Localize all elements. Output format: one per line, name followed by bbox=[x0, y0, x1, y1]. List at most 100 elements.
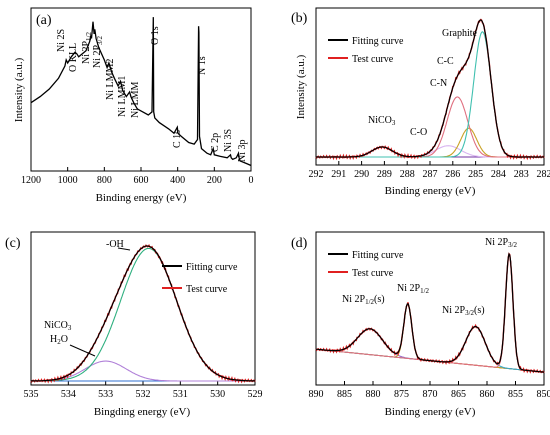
ann-o-1s: O 1s bbox=[150, 26, 161, 45]
x-tick-label-a-3: 600 bbox=[134, 175, 149, 186]
x-tick-label-d-0: 890 bbox=[309, 389, 324, 400]
ann-oh: -OH bbox=[106, 239, 124, 250]
ann-c-n: C-N bbox=[430, 78, 447, 89]
x-axis-label-d: Binding energy (eV) bbox=[385, 406, 476, 418]
x-tick-label-b-3: 289 bbox=[377, 169, 392, 180]
x-tick-label-a-6: 0 bbox=[249, 175, 254, 186]
panel-label-c: (c) bbox=[5, 236, 21, 251]
x-tick-label-d-2: 880 bbox=[366, 389, 381, 400]
plot-area-a bbox=[30, 17, 252, 167]
x-axis-label-a: Binding energy (eV) bbox=[96, 192, 187, 204]
plot-frame-c bbox=[30, 231, 256, 386]
ann-ni-lmm1: Ni LMM1 bbox=[117, 76, 128, 117]
component-peak-d-2 bbox=[315, 326, 544, 373]
ann-graphite: Graphite bbox=[442, 28, 478, 39]
ann-nico3-c: NiCO3 bbox=[44, 320, 72, 332]
ann-c-1s: N 1s bbox=[197, 56, 208, 75]
x-tick-label-b-9: 283 bbox=[514, 169, 529, 180]
plot-area-c bbox=[30, 243, 256, 384]
ann-c-c: C-C bbox=[437, 56, 454, 67]
legend-fitting-c: Fitting curve bbox=[186, 262, 238, 273]
x-tick-label-a-5: 200 bbox=[207, 175, 222, 186]
legend-test-d: Test curve bbox=[352, 268, 394, 279]
x-tick-label-a-4: 400 bbox=[170, 175, 185, 186]
ann-n-1s: C 1s bbox=[172, 130, 183, 148]
test-curve-d bbox=[315, 252, 545, 374]
ann-ni-2p12s: Ni 2P1/2(s) bbox=[342, 294, 385, 306]
panel-label-b: (b) bbox=[291, 11, 308, 26]
ann-h2o: H2O bbox=[50, 334, 68, 346]
component-peak-d-3 bbox=[315, 252, 544, 373]
x-tick-label-a-1: 1000 bbox=[58, 175, 78, 186]
x-axis-label-b: Binding energy (eV) bbox=[385, 185, 476, 197]
x-tick-label-b-10: 282 bbox=[537, 169, 550, 180]
component-peak-d-0 bbox=[315, 328, 544, 373]
ann-ni-3s: Ni 3S bbox=[223, 129, 234, 152]
fitting-curve-b bbox=[316, 19, 544, 158]
x-tick-label-a-2: 800 bbox=[97, 175, 112, 186]
ann-ni-2p32-d: Ni 2P3/2 bbox=[485, 237, 518, 249]
x-tick-label-d-5: 865 bbox=[451, 389, 466, 400]
ann-ni-2p12-d: Ni 2P1/2 bbox=[397, 283, 430, 295]
arrow-oh bbox=[117, 247, 131, 251]
x-ticks-a: 1200 1000 800 600 400 200 0 bbox=[21, 167, 254, 186]
y-axis-label-a: Intensity (a.u.) bbox=[13, 57, 25, 122]
x-tick-label-b-5: 287 bbox=[423, 169, 438, 180]
x-tick-label-c-2: 533 bbox=[98, 389, 113, 400]
ann-o-kll: O KLL bbox=[68, 43, 79, 72]
ann-ni-3p: Ni 3p bbox=[237, 140, 248, 163]
ann-ni-2p32s: Ni 2P3/2(s) bbox=[442, 305, 485, 317]
x-ticks-d: 890 885 880 875 870 865 860 855 850 bbox=[309, 381, 550, 400]
ann-ni-2s: Ni 2S bbox=[56, 29, 67, 52]
legend-test-c: Test curve bbox=[186, 284, 228, 295]
ann-ni-2p32-a: Ni 2P3/2 bbox=[92, 35, 104, 68]
x-tick-label-d-6: 860 bbox=[480, 389, 495, 400]
panel-c: 535 534 533 532 531 530 529 (c) Bingding energ… bbox=[5, 231, 263, 418]
x-tick-label-c-4: 531 bbox=[173, 389, 188, 400]
x-tick-label-d-4: 870 bbox=[423, 389, 438, 400]
series-survey-line bbox=[30, 17, 252, 167]
x-tick-label-d-3: 875 bbox=[394, 389, 409, 400]
panel-a: 1200 1000 800 600 400 200 0 (a) Binding energy… bbox=[13, 7, 254, 204]
component-peak-b-4 bbox=[316, 31, 544, 158]
panel-label-d: (d) bbox=[291, 236, 308, 251]
component-peak-c-0 bbox=[31, 360, 255, 382]
plot-area-b bbox=[315, 18, 545, 161]
ann-c-o: C-O bbox=[410, 127, 427, 138]
plot-area-d bbox=[315, 252, 545, 374]
x-tick-label-c-1: 534 bbox=[61, 389, 76, 400]
component-peak-b-3 bbox=[316, 96, 544, 158]
x-tick-label-b-4: 288 bbox=[400, 169, 415, 180]
x-tick-label-b-2: 290 bbox=[354, 169, 369, 180]
fitting-curve-d bbox=[315, 252, 544, 373]
arrow-h2o bbox=[69, 344, 96, 357]
x-tick-label-d-1: 885 bbox=[337, 389, 352, 400]
ann-ni-lmm: Ni LMM bbox=[130, 82, 141, 119]
x-ticks-b: 292 291 290 289 288 287 286 285 284 283 282 bbox=[309, 161, 550, 180]
legend-test-b: Test curve bbox=[352, 54, 394, 65]
x-tick-label-b-0: 292 bbox=[309, 169, 324, 180]
ann-ni-lmm2: Ni LMM2 bbox=[105, 59, 116, 100]
x-tick-label-b-1: 291 bbox=[331, 169, 346, 180]
x-ticks-c: 535 534 533 532 531 530 529 bbox=[24, 381, 263, 400]
x-tick-label-d-8: 850 bbox=[537, 389, 550, 400]
x-tick-label-a-0: 1200 bbox=[21, 175, 41, 186]
x-tick-label-c-6: 529 bbox=[248, 389, 263, 400]
legend-fitting-b: Fitting curve bbox=[352, 36, 404, 47]
x-tick-label-d-7: 855 bbox=[508, 389, 523, 400]
component-peak-d-1 bbox=[315, 303, 544, 373]
x-tick-label-c-3: 532 bbox=[136, 389, 151, 400]
x-tick-label-b-6: 286 bbox=[445, 169, 460, 180]
ann-c-2p: C 2p bbox=[210, 133, 221, 152]
x-tick-label-c-0: 535 bbox=[24, 389, 39, 400]
x-axis-label-c: Bingding energy (eV) bbox=[94, 406, 191, 418]
fitting-curve-c bbox=[30, 245, 255, 382]
y-axis-label-b: Intensity (a.u.) bbox=[295, 54, 307, 119]
x-tick-label-c-5: 530 bbox=[210, 389, 225, 400]
panel-d: 890 885 880 875 870 865 860 855 850 (d) Binding … bbox=[291, 231, 550, 418]
x-tick-label-b-8: 284 bbox=[491, 169, 506, 180]
panel-b: 292 291 290 289 288 287 286 285 284 283 282 (b) Bi… bbox=[291, 7, 550, 197]
x-tick-label-b-7: 285 bbox=[468, 169, 483, 180]
panel-label-a: (a) bbox=[36, 13, 52, 28]
